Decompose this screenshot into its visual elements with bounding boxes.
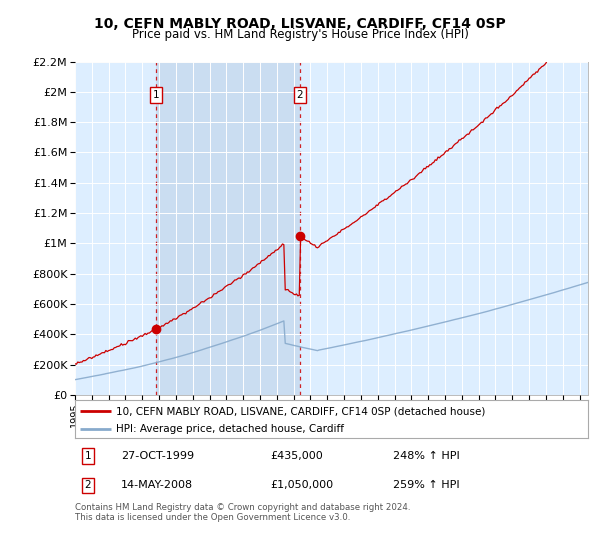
- Text: Contains HM Land Registry data © Crown copyright and database right 2024.
This d: Contains HM Land Registry data © Crown c…: [75, 503, 410, 522]
- Text: 10, CEFN MABLY ROAD, LISVANE, CARDIFF, CF14 0SP (detached house): 10, CEFN MABLY ROAD, LISVANE, CARDIFF, C…: [116, 406, 485, 416]
- Text: 10, CEFN MABLY ROAD, LISVANE, CARDIFF, CF14 0SP: 10, CEFN MABLY ROAD, LISVANE, CARDIFF, C…: [94, 17, 506, 31]
- Text: £1,050,000: £1,050,000: [270, 480, 333, 491]
- Bar: [156, 62, 300, 395]
- Text: 2: 2: [85, 480, 91, 491]
- Text: 248% ↑ HPI: 248% ↑ HPI: [393, 451, 460, 461]
- Text: 1: 1: [85, 451, 91, 461]
- Text: £435,000: £435,000: [270, 451, 323, 461]
- Text: 1: 1: [153, 90, 160, 100]
- Text: 259% ↑ HPI: 259% ↑ HPI: [393, 480, 460, 491]
- Text: 27-OCT-1999: 27-OCT-1999: [121, 451, 194, 461]
- Text: HPI: Average price, detached house, Cardiff: HPI: Average price, detached house, Card…: [116, 424, 344, 434]
- Text: Price paid vs. HM Land Registry's House Price Index (HPI): Price paid vs. HM Land Registry's House …: [131, 28, 469, 41]
- Text: 2: 2: [296, 90, 303, 100]
- Text: 14-MAY-2008: 14-MAY-2008: [121, 480, 193, 491]
